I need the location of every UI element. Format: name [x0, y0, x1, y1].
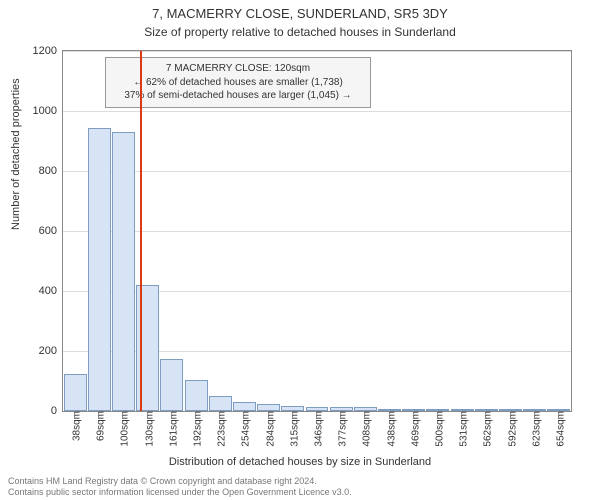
xtick-label: 346sqm	[310, 411, 325, 447]
xtick-label: 284sqm	[261, 411, 276, 447]
ytick-label: 200	[39, 345, 63, 357]
xtick-label: 254sqm	[237, 411, 252, 447]
xtick-label: 38sqm	[68, 411, 83, 441]
xtick-label: 192sqm	[189, 411, 204, 447]
bar	[209, 396, 232, 411]
xtick-label: 100sqm	[116, 411, 131, 447]
ytick-label: 1200	[33, 45, 63, 57]
chart-container: 7, MACMERRY CLOSE, SUNDERLAND, SR5 3DY S…	[0, 0, 600, 500]
xtick-label: 408sqm	[358, 411, 373, 447]
x-axis-label: Distribution of detached houses by size …	[0, 456, 600, 468]
xtick-label: 623sqm	[527, 411, 542, 447]
xtick-label: 223sqm	[213, 411, 228, 447]
footer-text: Contains HM Land Registry data © Crown c…	[8, 476, 352, 498]
xtick-label: 161sqm	[164, 411, 179, 447]
xtick-label: 315sqm	[285, 411, 300, 447]
bar	[88, 128, 111, 412]
xtick-label: 562sqm	[479, 411, 494, 447]
bar	[257, 404, 280, 411]
xtick-label: 438sqm	[382, 411, 397, 447]
ytick-label: 600	[39, 225, 63, 237]
footer-line-2: Contains public sector information licen…	[8, 487, 352, 498]
bar	[64, 374, 87, 412]
chart-subtitle: Size of property relative to detached ho…	[0, 23, 600, 39]
xtick-label: 130sqm	[140, 411, 155, 447]
footer-line-1: Contains HM Land Registry data © Crown c…	[8, 476, 352, 487]
ytick-label: 400	[39, 285, 63, 297]
xtick-label: 69sqm	[92, 411, 107, 441]
bar	[185, 380, 208, 412]
y-axis-label: Number of detached properties	[10, 78, 22, 230]
annotation-line-2: ← 62% of detached houses are smaller (1,…	[114, 76, 362, 90]
reference-line	[140, 51, 142, 411]
xtick-label: 654sqm	[551, 411, 566, 447]
xtick-label: 500sqm	[430, 411, 445, 447]
xtick-label: 377sqm	[334, 411, 349, 447]
bar	[233, 402, 256, 411]
annotation-box: 7 MACMERRY CLOSE: 120sqm ← 62% of detach…	[105, 57, 371, 108]
ytick-label: 0	[51, 405, 63, 417]
xtick-label: 592sqm	[503, 411, 518, 447]
bar	[112, 132, 135, 411]
ytick-label: 800	[39, 165, 63, 177]
xtick-label: 469sqm	[406, 411, 421, 447]
annotation-line-3: 37% of semi-detached houses are larger (…	[114, 89, 362, 103]
xtick-label: 531sqm	[455, 411, 470, 447]
ytick-label: 1000	[33, 105, 63, 117]
annotation-line-1: 7 MACMERRY CLOSE: 120sqm	[114, 62, 362, 76]
plot-area: 7 MACMERRY CLOSE: 120sqm ← 62% of detach…	[62, 50, 572, 412]
chart-title: 7, MACMERRY CLOSE, SUNDERLAND, SR5 3DY	[0, 0, 600, 23]
bar	[160, 359, 183, 412]
